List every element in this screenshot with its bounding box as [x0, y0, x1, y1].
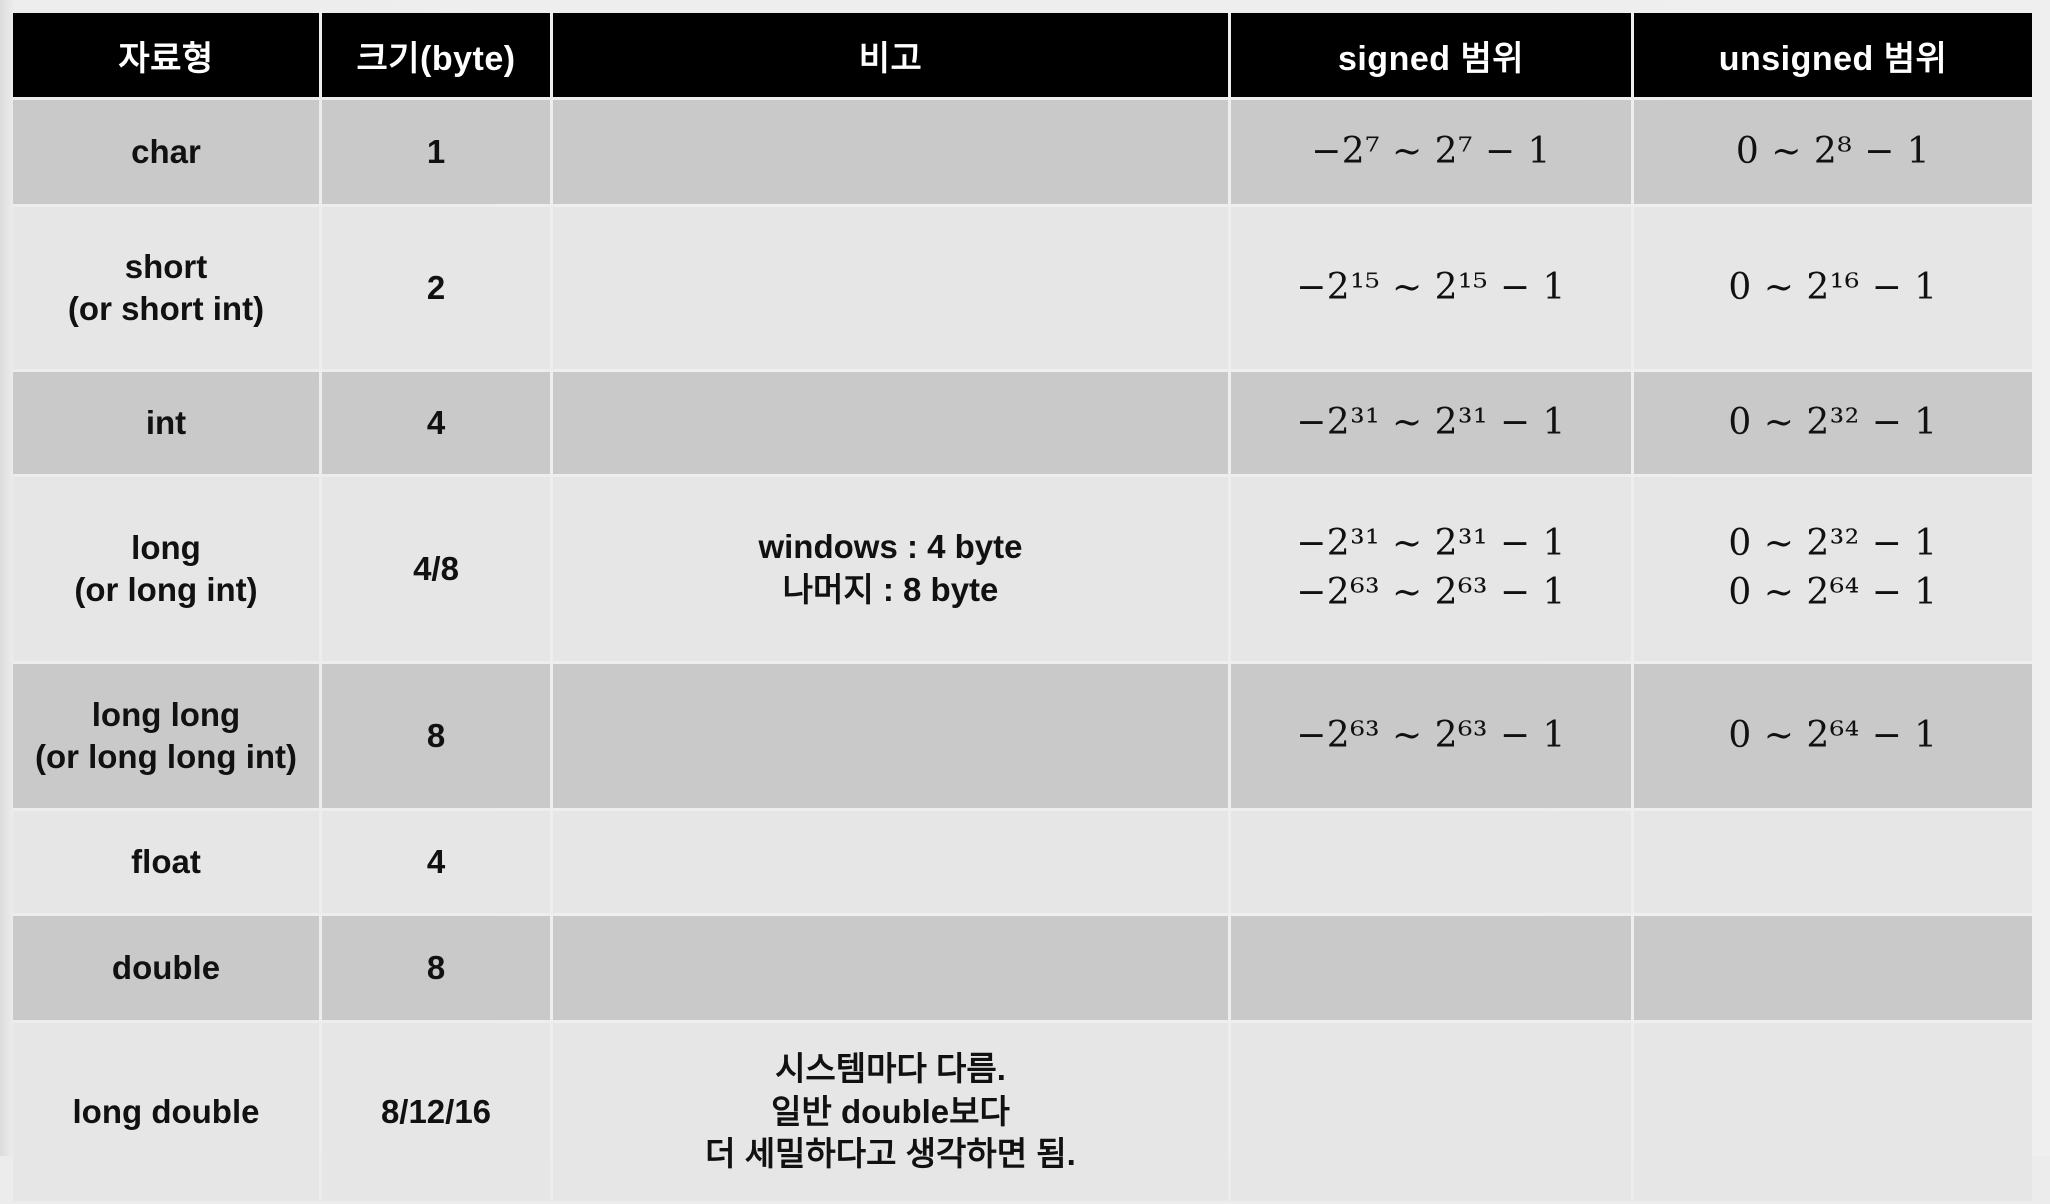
cell-size: 8/12/16: [322, 1023, 550, 1201]
table-row: short (or short int) 2: [13, 207, 2032, 369]
table-row: char 1 −2⁷ ~ 2⁷ − 1: [13, 100, 2032, 204]
column-header-type: 자료형: [13, 13, 319, 97]
cell-type: float: [13, 811, 319, 913]
column-header-note: 비고: [553, 13, 1228, 97]
signed-range-line-1: −2³¹ ~ 2³¹ − 1: [1296, 401, 1566, 443]
type-name-primary: float: [131, 843, 201, 881]
column-header-size: 크기(byte): [322, 13, 550, 97]
cell-type: long long (or long long int): [13, 664, 319, 808]
type-name-primary: long long: [91, 696, 241, 734]
table-body: char 1 −2⁷ ~ 2⁷ − 1: [13, 100, 2032, 1201]
data-types-table: 자료형 크기(byte) 비고 signed 범위 unsigned 범위 ch…: [10, 10, 2035, 1204]
header-row: 자료형 크기(byte) 비고 signed 범위 unsigned 범위: [13, 13, 2032, 97]
table-row: long long (or long long int) 8: [13, 664, 2032, 808]
type-name-primary: char: [131, 133, 201, 171]
note-line-1: 시스템마다 다름.: [775, 1049, 1006, 1087]
cell-unsigned-range: 0 ~ 2³² − 1 0 ~ 2⁶⁴ − 1: [1634, 477, 2032, 661]
cell-type: int: [13, 372, 319, 474]
table-row: double 8: [13, 916, 2032, 1020]
cell-note: 시스템마다 다름. 일반 double보다 더 세밀하다고 생각하면 됨.: [553, 1023, 1228, 1201]
signed-range-line-1: −2⁷ ~ 2⁷ − 1: [1311, 130, 1551, 172]
cell-signed-range: [1231, 1023, 1631, 1201]
unsigned-range-line-2: 0 ~ 2⁶⁴ − 1: [1728, 572, 1938, 613]
cell-type: short (or short int): [13, 207, 319, 369]
cell-note: windows : 4 byte 나머지 : 8 byte: [553, 477, 1228, 661]
cell-note: [553, 664, 1228, 808]
cell-signed-range: −2⁷ ~ 2⁷ − 1: [1231, 100, 1631, 204]
cell-note: [553, 916, 1228, 1020]
cell-size: 4: [322, 811, 550, 913]
cell-unsigned-range: 0 ~ 2¹⁶ − 1: [1634, 207, 2032, 369]
note-line-3: 더 세밀하다고 생각하면 됨.: [705, 1135, 1076, 1173]
cell-type: long double: [13, 1023, 319, 1201]
type-name-secondary: (or short int): [67, 290, 265, 327]
signed-range-line-1: −2⁶³ ~ 2⁶³ − 1: [1296, 714, 1566, 756]
column-header-signed: signed 범위: [1231, 13, 1631, 97]
cell-note: [553, 100, 1228, 204]
cell-note: [553, 372, 1228, 474]
cell-type: long (or long int): [13, 477, 319, 661]
note-line-2: 일반 double보다: [771, 1092, 1010, 1130]
cell-unsigned-range: 0 ~ 2⁸ − 1: [1634, 100, 2032, 204]
type-name-primary: double: [111, 949, 221, 987]
type-name-secondary: (or long int): [74, 571, 258, 608]
column-header-unsigned: unsigned 범위: [1634, 13, 2032, 97]
unsigned-range-line-1: 0 ~ 2³² − 1: [1728, 523, 1938, 565]
table-header: 자료형 크기(byte) 비고 signed 범위 unsigned 범위: [13, 13, 2032, 97]
cell-type: char: [13, 100, 319, 204]
cell-signed-range: −2¹⁵ ~ 2¹⁵ − 1: [1231, 207, 1631, 369]
cell-unsigned-range: 0 ~ 2⁶⁴ − 1: [1634, 664, 2032, 808]
cell-unsigned-range: 0 ~ 2³² − 1: [1634, 372, 2032, 474]
cell-type: double: [13, 916, 319, 1020]
signed-range-line-2: −2⁶³ ~ 2⁶³ − 1: [1296, 572, 1566, 613]
type-name-primary: int: [145, 404, 187, 442]
table-row: float 4: [13, 811, 2032, 913]
cell-size: 2: [322, 207, 550, 369]
table-row: long double 8/12/16 시스템마다 다름. 일반 double보…: [13, 1023, 2032, 1201]
cell-unsigned-range: [1634, 916, 2032, 1020]
type-name-secondary: (or long long int): [34, 738, 298, 775]
data-types-table-wrapper: 자료형 크기(byte) 비고 signed 범위 unsigned 범위 ch…: [13, 13, 2032, 1201]
cell-unsigned-range: [1634, 811, 2032, 913]
cell-size: 8: [322, 664, 550, 808]
cell-size: 8: [322, 916, 550, 1020]
unsigned-range-line-1: 0 ~ 2³² − 1: [1728, 401, 1938, 443]
table-row: int 4 −2³¹ ~ 2³¹ − 1: [13, 372, 2032, 474]
cell-size: 1: [322, 100, 550, 204]
type-name-primary: long double: [72, 1093, 260, 1131]
unsigned-range-line-1: 0 ~ 2⁸ − 1: [1735, 130, 1931, 172]
signed-range-line-1: −2³¹ ~ 2³¹ − 1: [1296, 523, 1566, 565]
type-name-primary: long: [131, 529, 201, 567]
table-row: long (or long int) 4/8 windows : 4 byte …: [13, 477, 2032, 661]
cell-note: [553, 811, 1228, 913]
cell-size: 4/8: [322, 477, 550, 661]
note-line-1: windows : 4 byte: [758, 528, 1023, 566]
cell-signed-range: [1231, 811, 1631, 913]
unsigned-range-line-1: 0 ~ 2¹⁶ − 1: [1728, 266, 1938, 308]
unsigned-range-line-1: 0 ~ 2⁶⁴ − 1: [1728, 714, 1938, 756]
cell-note: [553, 207, 1228, 369]
signed-range-line-1: −2¹⁵ ~ 2¹⁵ − 1: [1296, 266, 1566, 308]
cell-size: 4: [322, 372, 550, 474]
note-line-2: 나머지 : 8 byte: [782, 571, 999, 608]
type-name-primary: short: [124, 248, 208, 286]
cell-signed-range: −2⁶³ ~ 2⁶³ − 1: [1231, 664, 1631, 808]
cell-signed-range: −2³¹ ~ 2³¹ − 1 −2⁶³ ~ 2⁶³ − 1: [1231, 477, 1631, 661]
cell-signed-range: [1231, 916, 1631, 1020]
cell-unsigned-range: [1634, 1023, 2032, 1201]
cell-signed-range: −2³¹ ~ 2³¹ − 1: [1231, 372, 1631, 474]
